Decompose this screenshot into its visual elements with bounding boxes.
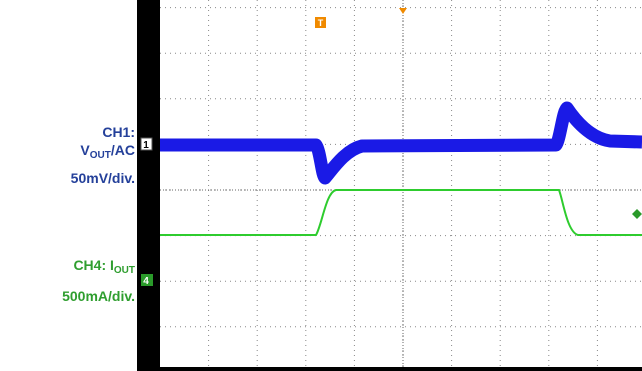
- ch1-v: V: [80, 142, 90, 158]
- trigger-box: [315, 17, 326, 28]
- trigger-position: [399, 8, 407, 14]
- ch1-suffix: /AC: [110, 142, 135, 158]
- ch4-marker: 4: [143, 276, 149, 287]
- ch4-label: CH4: IOUT 500mA/div.: [62, 256, 135, 305]
- ch1-trace: [160, 101, 642, 185]
- ch1-title: CH1:: [102, 124, 135, 140]
- ch4-trace: [160, 189, 642, 236]
- ch1-marker-box: [140, 137, 153, 151]
- ch1-label: CH1: VOUT/AC 50mV/div.: [71, 123, 135, 187]
- ch4-offscreen-marker: [632, 209, 642, 219]
- plot-area: [160, 0, 642, 367]
- ch4-quantity: CH4: IOUT: [62, 256, 135, 276]
- ch1-scale: 50mV/div.: [70, 170, 135, 186]
- ch4-marker-box: [141, 274, 153, 286]
- ch1-marker: 1: [143, 140, 149, 151]
- ch1-quantity: VOUT/AC: [71, 141, 135, 161]
- ch4-scale: 500mA/div.: [62, 288, 135, 304]
- ch4-sub: OUT: [113, 265, 135, 276]
- ch4-title: CH4: I: [73, 257, 114, 273]
- trigger-marker: T: [318, 18, 324, 28]
- ch1-sub: OUT: [89, 150, 111, 161]
